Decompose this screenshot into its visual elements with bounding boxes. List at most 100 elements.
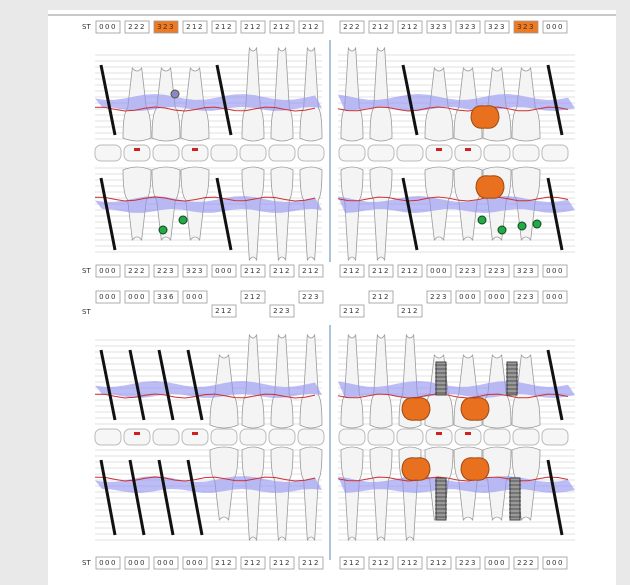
measure-value: 212 xyxy=(302,559,320,567)
occlusal-pad xyxy=(152,144,180,162)
measure-value: 212 xyxy=(401,267,419,275)
measure-box xyxy=(95,290,121,304)
measure-value: 000 xyxy=(546,293,564,301)
tooth xyxy=(299,446,323,542)
measure-box xyxy=(513,290,539,304)
measure-value: 000 xyxy=(128,559,146,567)
margin-line xyxy=(94,106,316,112)
crown xyxy=(401,457,431,481)
measure-box xyxy=(240,290,266,304)
measure-value: 223 xyxy=(488,267,506,275)
measure-box xyxy=(426,290,452,304)
measure-box xyxy=(95,556,121,570)
occlusal-pad xyxy=(454,428,482,446)
missing-tooth xyxy=(215,64,233,136)
measure-value: 323 xyxy=(430,23,448,31)
measure-box xyxy=(426,264,452,278)
margin-line xyxy=(337,476,569,482)
tooth xyxy=(270,333,294,429)
measure-value: 000 xyxy=(99,559,117,567)
measure-value: 212 xyxy=(372,293,390,301)
occlusal-pad xyxy=(396,144,424,162)
measure-box xyxy=(426,556,452,570)
implant xyxy=(435,477,447,521)
measure-value: 212 xyxy=(343,267,361,275)
measure-value: 336 xyxy=(157,293,175,301)
measure-value: 223 xyxy=(302,293,320,301)
measure-box xyxy=(542,290,568,304)
measure-value: 000 xyxy=(99,267,117,275)
margin-line xyxy=(94,476,316,482)
measure-box xyxy=(397,556,423,570)
pad-mark xyxy=(192,432,198,435)
measure-value: 222 xyxy=(517,559,535,567)
occlusal-pad xyxy=(541,144,569,162)
occlusal-pad xyxy=(338,144,366,162)
margin-line xyxy=(337,393,569,399)
occlusal-pad xyxy=(268,144,296,162)
measure-box xyxy=(95,264,121,278)
measure-box xyxy=(339,20,365,34)
measure-box xyxy=(455,264,481,278)
measure-box xyxy=(95,20,121,34)
missing-tooth xyxy=(128,349,146,421)
measure-box xyxy=(269,20,295,34)
measure-value: 000 xyxy=(99,23,117,31)
tooth xyxy=(340,333,364,429)
missing-tooth xyxy=(546,459,564,536)
measure-box xyxy=(153,290,179,304)
measure-value: 212 xyxy=(244,267,262,275)
tooth xyxy=(369,446,393,542)
margin-line xyxy=(94,393,316,399)
missing-tooth xyxy=(401,177,419,251)
measure-value: 000 xyxy=(186,293,204,301)
tooth xyxy=(299,333,323,429)
missing-tooth xyxy=(186,349,204,421)
measure-value: 323 xyxy=(459,23,477,31)
measure-value: 212 xyxy=(244,23,262,31)
measure-value: 223 xyxy=(273,307,291,315)
gum-band xyxy=(338,94,575,111)
measure-value: 000 xyxy=(546,267,564,275)
crown xyxy=(460,397,490,421)
measure-box xyxy=(124,20,150,34)
pad-mark xyxy=(436,148,442,151)
measure-box xyxy=(124,556,150,570)
margin-line xyxy=(94,196,316,202)
measure-value: 212 xyxy=(273,267,291,275)
measure-value: 223 xyxy=(459,559,477,567)
crown xyxy=(460,457,490,481)
measure-box xyxy=(182,556,208,570)
margin-line xyxy=(337,196,569,202)
occlusal-pad xyxy=(210,144,238,162)
measure-box xyxy=(124,290,150,304)
measure-value: 212 xyxy=(343,559,361,567)
measure-box xyxy=(298,556,324,570)
measure-box xyxy=(153,20,179,34)
measure-box xyxy=(298,290,324,304)
row-label: ST xyxy=(82,23,91,31)
missing-tooth xyxy=(546,177,564,251)
pad-mark xyxy=(436,432,442,435)
measure-value: 000 xyxy=(128,293,146,301)
occlusal-pad xyxy=(483,428,511,446)
measure-value: 222 xyxy=(128,267,146,275)
missing-tooth xyxy=(215,177,233,251)
measure-box xyxy=(153,264,179,278)
measure-box xyxy=(211,20,237,34)
measure-value: 212 xyxy=(372,23,390,31)
furcation-marker xyxy=(477,215,487,225)
gum-band xyxy=(95,381,322,398)
measure-value: 000 xyxy=(430,267,448,275)
occlusal-pad xyxy=(425,428,453,446)
measure-box xyxy=(368,556,394,570)
missing-tooth xyxy=(99,459,117,536)
measure-value: 212 xyxy=(302,23,320,31)
missing-tooth xyxy=(546,64,564,136)
measure-value: 000 xyxy=(459,293,477,301)
measure-value: 000 xyxy=(186,559,204,567)
measure-box xyxy=(397,264,423,278)
missing-tooth xyxy=(186,459,204,536)
pad-mark xyxy=(465,432,471,435)
